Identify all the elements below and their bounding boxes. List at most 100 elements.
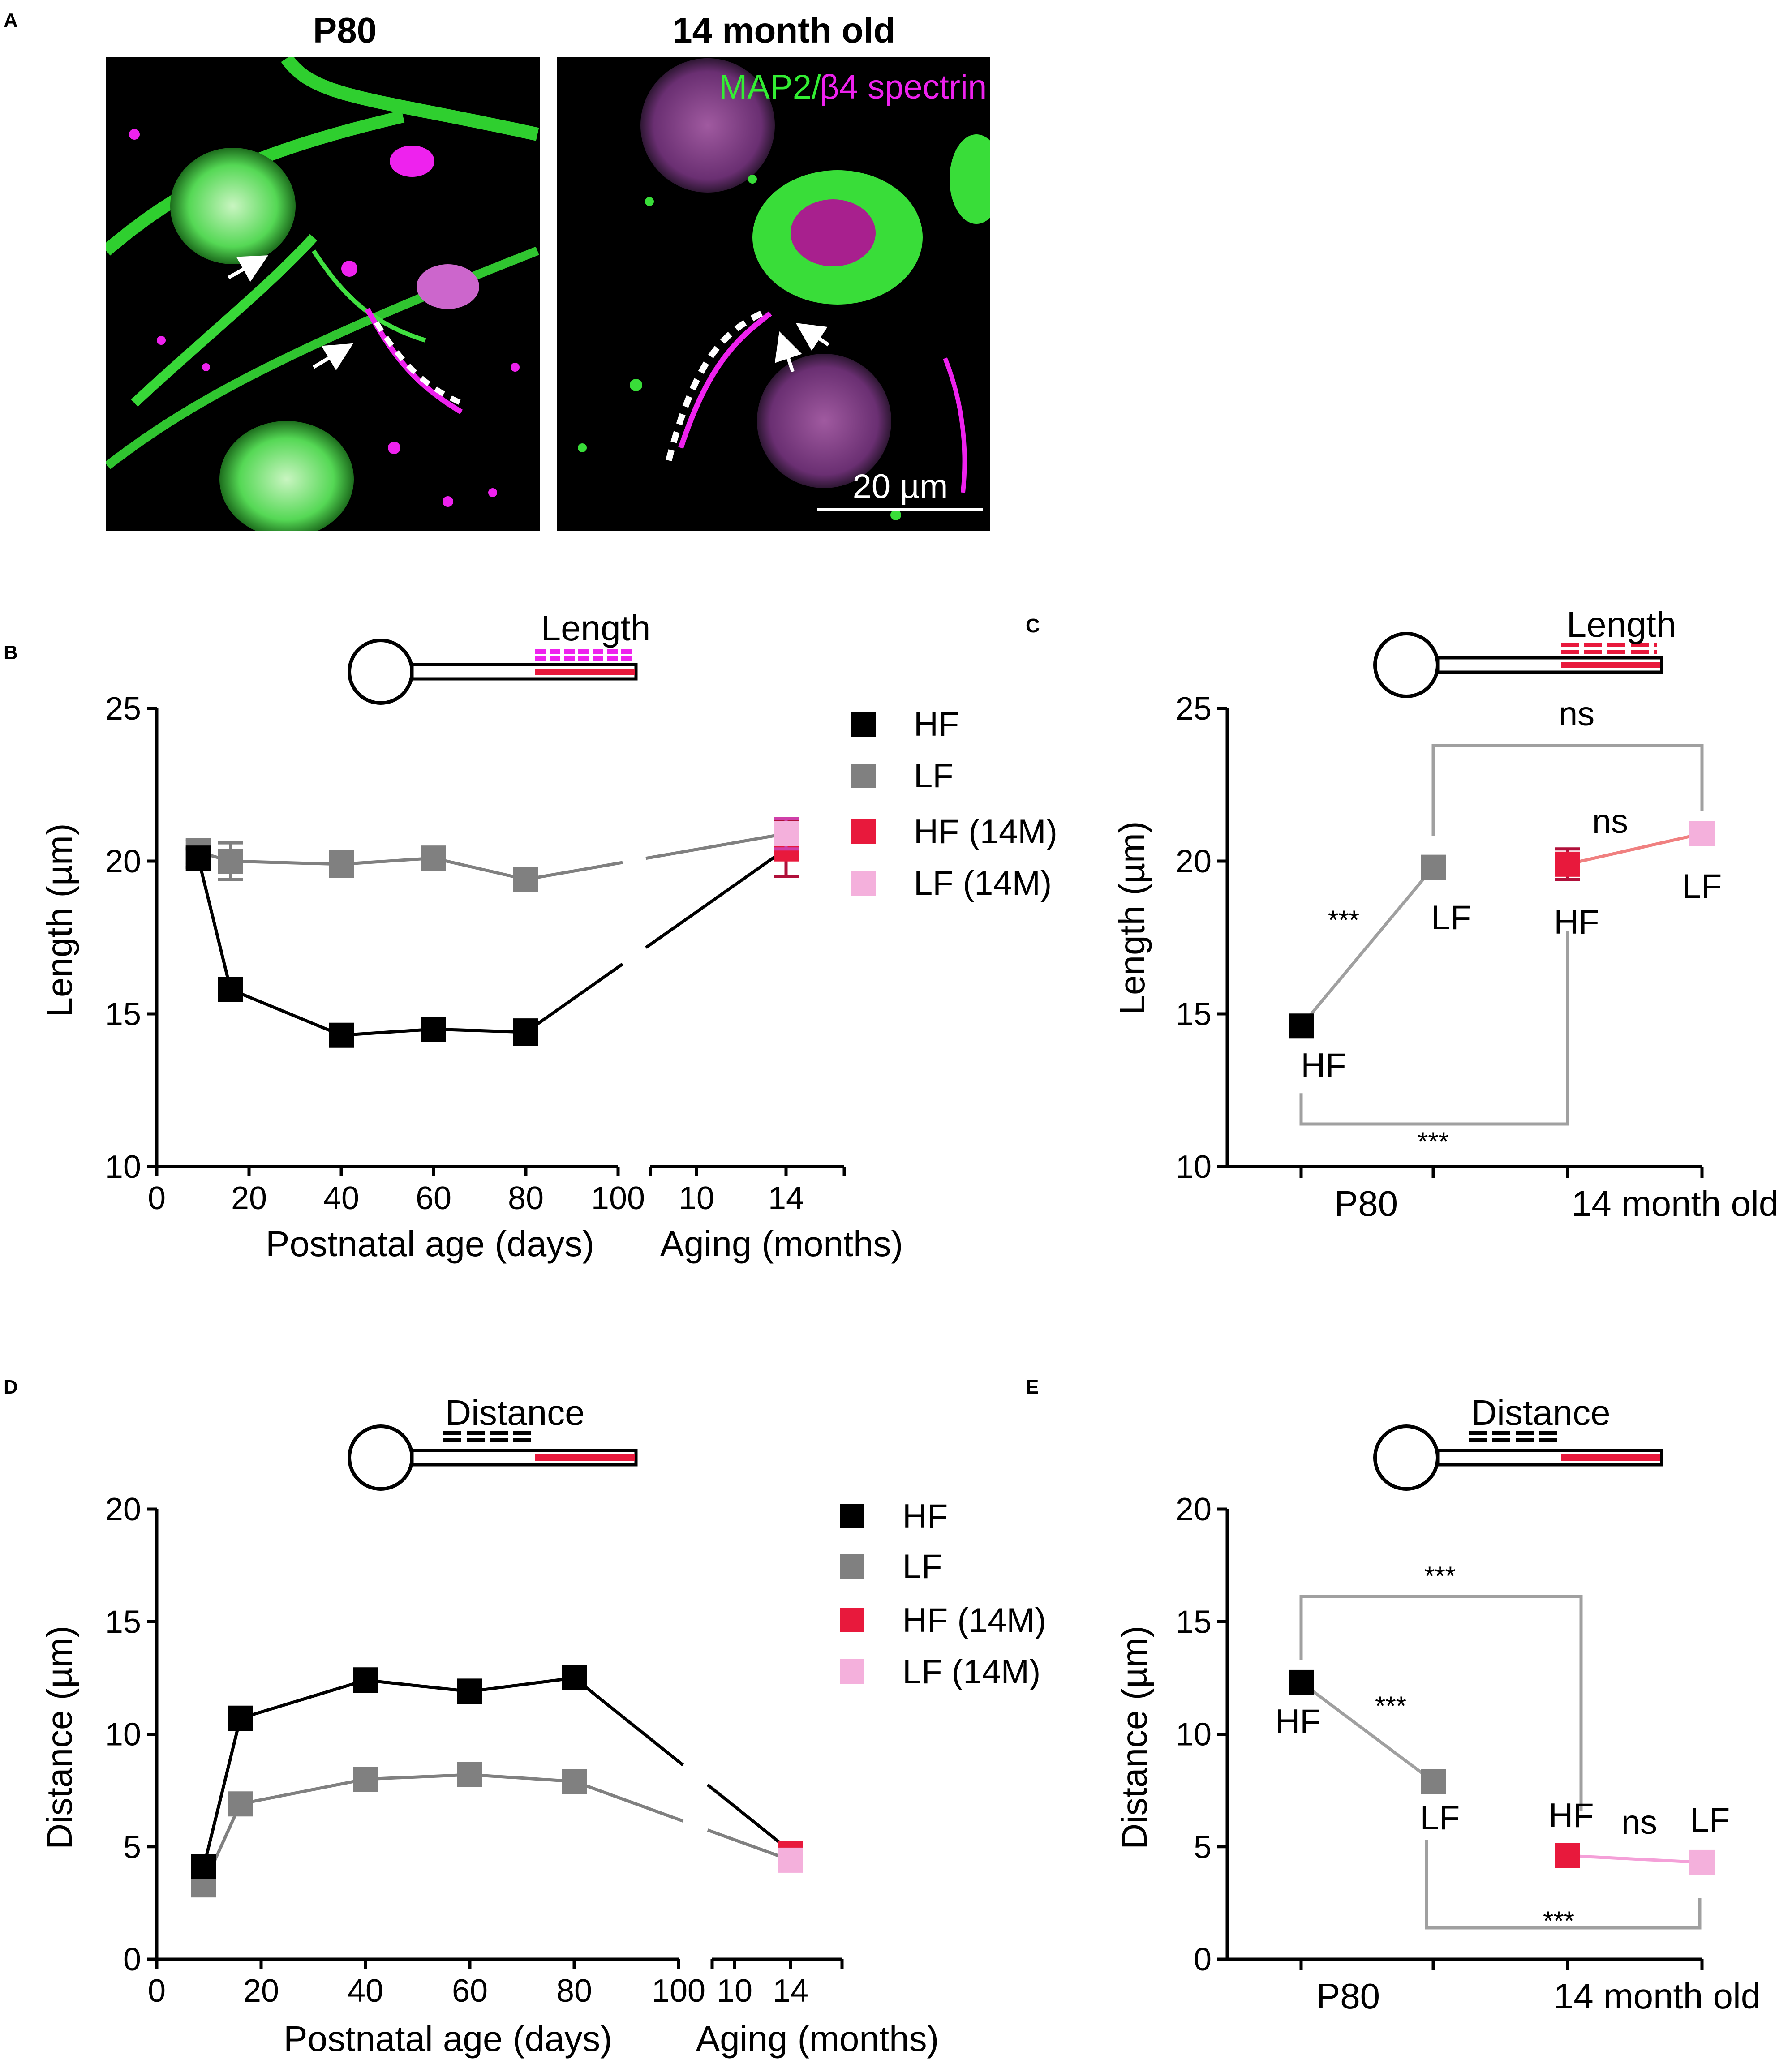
significance-bracket xyxy=(1299,931,1569,1126)
significance-bracket xyxy=(1299,1595,1583,1811)
x-axis-label-b: Postnatal age (days) xyxy=(266,1224,594,1264)
data-point-hf xyxy=(1289,1013,1314,1039)
panel-a: A P80 14 month old xyxy=(4,9,990,531)
significance-label: *** xyxy=(1328,905,1359,935)
y-axis-label-d: Distance (µm) xyxy=(39,1626,79,1849)
series-line-lf xyxy=(202,1773,575,1886)
x-axis-label2-b: Aging (months) xyxy=(660,1224,903,1264)
image-title-14-month: 14 month old xyxy=(672,10,895,50)
legend-swatch-hf-b xyxy=(851,712,876,737)
x-tick-label: 60 xyxy=(452,1973,488,2009)
legend-b: HF LF HF (14M) LF (14M) xyxy=(851,705,1057,902)
data-point-lf xyxy=(228,1791,253,1817)
x-tick-label: 40 xyxy=(323,1180,359,1216)
data-point-hf xyxy=(218,977,243,1002)
y-tick-label: 10 xyxy=(1176,1717,1212,1753)
y-tick-label: 10 xyxy=(105,1717,141,1753)
legend-swatch-hf14m-d xyxy=(840,1608,864,1632)
legend-text-lf14m-d: LF (14M) xyxy=(902,1653,1040,1691)
data-point-lf-14m- xyxy=(774,821,799,846)
y-tick-label: 15 xyxy=(1176,996,1212,1032)
data-point-hf xyxy=(1555,851,1580,877)
y-tick-label: 20 xyxy=(105,1492,141,1527)
y-tick-label: 10 xyxy=(105,1149,141,1185)
legend-text-lf14m-b: LF (14M) xyxy=(914,864,1052,902)
plot-area-e: 0 5 10 15 20 P80 14 month old HF LF HF LF *** *** ns *… xyxy=(1176,1492,1761,2016)
series-connector-hf xyxy=(573,1677,684,1767)
schematic-distance-label-e: Distance xyxy=(1471,1393,1610,1433)
significance-label: ns xyxy=(1621,1803,1657,1841)
x-tick-label: 100 xyxy=(652,1973,705,2009)
series-connector-lf xyxy=(573,1780,684,1823)
panel-label-e: E xyxy=(1026,1376,1039,1398)
x2-tick-label: 14 xyxy=(773,1973,808,2009)
panel-label-b: B xyxy=(4,642,18,664)
panel-label-c: C xyxy=(1026,615,1040,637)
x-axis-label2-d: Aging (months) xyxy=(696,2019,939,2059)
x-tick-label: 40 xyxy=(348,1973,383,2009)
point-label-lf: LF xyxy=(1682,867,1722,905)
legend-swatch-lf14m-b xyxy=(851,871,876,896)
plot-area-c: 10 15 20 25 P80 14 month old HF LF HF LF *** ns ns **… xyxy=(1176,691,1779,1223)
series-connector-lf xyxy=(645,832,786,860)
y-axis-label-c: Length (µm) xyxy=(1112,821,1152,1015)
legend-text-hf-b: HF xyxy=(914,705,959,743)
significance-bracket xyxy=(1425,1840,1702,1930)
legend-swatch-hf-d xyxy=(840,1504,864,1528)
x-tick-label: 0 xyxy=(148,1973,166,2009)
panel-label-a: A xyxy=(4,9,18,31)
data-point-lf xyxy=(353,1767,378,1792)
data-point-hf xyxy=(228,1706,253,1731)
data-point-lf-14m- xyxy=(778,1847,803,1873)
panel-e: E Distance Distance (µm) 0 5 10 15 20 P80 14 m… xyxy=(1026,1376,1761,2016)
legend-text-lf-b: LF xyxy=(914,757,954,795)
y-tick-label: 15 xyxy=(1176,1604,1212,1640)
plot-area-b: 10 15 20 25 0 20 40 60 80 100 10 14 xyxy=(105,691,846,1216)
connector-14-month xyxy=(1567,832,1702,866)
point-label-hf: HF xyxy=(1554,903,1599,941)
legend-text-hf14m-b: HF (14M) xyxy=(914,813,1057,851)
data-point-hf xyxy=(421,1017,446,1042)
scale-bar-label: 20 µm xyxy=(853,468,948,506)
data-point-hf xyxy=(457,1679,482,1704)
significance-label: *** xyxy=(1418,1127,1449,1157)
y-tick-label: 15 xyxy=(105,996,141,1032)
category-label-14-month: 14 month old xyxy=(1572,1184,1779,1223)
significance-bracket xyxy=(1431,744,1704,836)
x-tick-label: 80 xyxy=(508,1180,544,1216)
data-point-lf xyxy=(218,849,243,874)
image-title-p80: P80 xyxy=(313,10,377,50)
schematic-distance-d: Distance xyxy=(348,1393,638,1491)
series-line-hf xyxy=(197,858,526,1037)
data-point-lf xyxy=(1689,1849,1715,1875)
y-tick-label: 20 xyxy=(1176,1492,1212,1527)
stain-label-spectrin: β4 spectrin xyxy=(820,68,987,106)
data-point-hf xyxy=(1555,1843,1580,1868)
series-connector-hf xyxy=(706,1783,792,1853)
x-tick-label: 20 xyxy=(231,1180,267,1216)
data-point-lf xyxy=(329,851,354,877)
data-point-lf xyxy=(1421,1769,1446,1794)
data-point-lf xyxy=(1689,821,1715,846)
data-point-lf xyxy=(421,845,446,871)
y-tick-label: 25 xyxy=(105,691,141,727)
point-label-lf: LF xyxy=(1431,899,1471,937)
series-connector-hf xyxy=(645,847,787,949)
data-point-lf xyxy=(562,1769,587,1794)
schematic-length-label-c: Length xyxy=(1567,605,1676,644)
significance-label: *** xyxy=(1375,1691,1406,1721)
y-tick-label: 10 xyxy=(1176,1149,1212,1185)
y-tick-label: 5 xyxy=(1194,1829,1212,1865)
legend-text-hf14m-d: HF (14M) xyxy=(902,1601,1046,1639)
legend-text-lf-d: LF xyxy=(902,1548,942,1586)
schematic-length-b: Length xyxy=(348,608,650,705)
y-axis-label-b: Length (µm) xyxy=(39,824,79,1017)
panel-d: D Distance Distance (µm) Postnatal age (… xyxy=(4,1376,1046,2059)
micrograph-p80 xyxy=(106,57,540,531)
data-point-hf xyxy=(1289,1669,1314,1695)
x-tick-label: 60 xyxy=(416,1180,451,1216)
connector-14-month xyxy=(1567,1854,1702,1864)
y-tick-label: 20 xyxy=(1176,844,1212,880)
stain-label-map2: MAP2/ xyxy=(719,68,821,106)
data-point-hf xyxy=(191,1854,216,1879)
